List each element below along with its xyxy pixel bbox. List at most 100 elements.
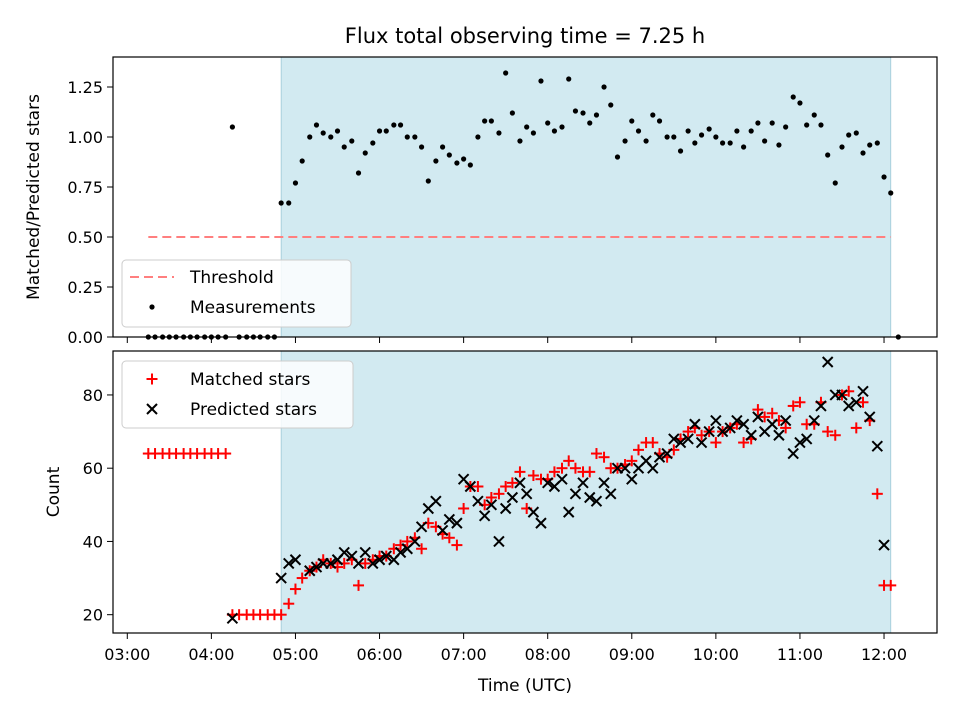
predicted-star-point — [584, 491, 596, 504]
measurement-point — [461, 156, 467, 162]
predicted-star-point — [682, 433, 694, 445]
measurement-point — [383, 128, 389, 134]
matched-star-point — [850, 422, 862, 434]
measurement-point — [622, 138, 628, 144]
predicted-star-point — [325, 557, 337, 570]
predicted-star-point — [794, 436, 806, 449]
matched-star-point — [556, 462, 568, 474]
x-tick-label: 09:00 — [609, 645, 655, 664]
matched-star-point — [353, 579, 365, 591]
matched-star-point — [822, 426, 834, 438]
x-tick-label: 10:00 — [693, 645, 739, 664]
predicted-star-point — [464, 480, 477, 493]
top-axes-frame — [112, 56, 938, 338]
predicted-star-point — [716, 425, 729, 438]
observing-window-shade — [280, 56, 892, 338]
matched-star-point — [527, 470, 539, 482]
matched-star-point — [787, 400, 799, 412]
measurement-point — [867, 142, 873, 148]
measurement-point — [804, 122, 810, 128]
measurement-point — [587, 120, 593, 126]
measurement-point — [832, 180, 838, 186]
x-tick-label: 05:00 — [272, 645, 318, 664]
measurement-point — [496, 130, 502, 136]
measurement-point — [656, 118, 663, 124]
matched-star-point — [283, 598, 295, 610]
measurement-point — [776, 142, 782, 148]
predicted-star-point — [737, 418, 750, 430]
x-tick-label: 03:00 — [104, 645, 150, 664]
predicted-star-point — [380, 550, 392, 562]
measurement-point — [530, 130, 537, 136]
predicted-star-point — [703, 425, 715, 438]
measurement-point — [741, 144, 747, 150]
measurement-point — [755, 120, 761, 126]
measurement-point — [551, 128, 558, 134]
predicted-star-point — [409, 535, 421, 548]
top-y-tick-label: 0.00 — [67, 328, 103, 347]
measurement-point — [572, 108, 579, 114]
bottom-y-tick-label: 40 — [83, 532, 103, 551]
predicted-star-point — [499, 502, 512, 515]
predicted-star-point — [541, 477, 554, 489]
predicted-star-point — [451, 517, 463, 529]
predicted-star-point — [619, 462, 631, 474]
measurement-point — [580, 110, 586, 116]
measurement-point — [593, 112, 600, 118]
top-y-tick-label: 1.25 — [67, 78, 103, 97]
predicted-star-point — [415, 521, 428, 533]
predicted-star-point — [779, 414, 792, 427]
matched-star-point — [296, 572, 308, 584]
matched-star-point — [759, 411, 771, 423]
measurement-point — [790, 94, 796, 100]
predicted-star-point — [815, 400, 827, 412]
matched-star-point — [885, 579, 897, 591]
measurement-point — [418, 144, 425, 150]
measurement-point — [825, 152, 831, 158]
measurement-point — [482, 118, 488, 124]
measurement-point — [559, 124, 565, 130]
matched-star-point — [633, 444, 645, 456]
x-tick-label: 04:00 — [188, 645, 234, 664]
measurement-point — [839, 144, 845, 150]
measurement-point — [433, 158, 439, 164]
bottom-y-tick-label: 80 — [83, 386, 103, 405]
bottom-y-tick-label: 20 — [83, 606, 103, 625]
predicted-star-point — [787, 447, 799, 460]
measurement-point — [538, 78, 544, 84]
predicted-star-point — [359, 546, 371, 559]
legend-matched-swatch — [146, 373, 158, 385]
predicted-star-point — [850, 396, 862, 408]
legend-frame — [121, 360, 354, 429]
top-y-tick-label: 0.75 — [67, 178, 103, 197]
observing-window-shade — [280, 350, 892, 634]
predicted-star-point — [590, 495, 603, 507]
matched-star-point — [829, 429, 841, 441]
measurement-point — [524, 124, 530, 130]
measurement-point — [488, 118, 494, 124]
measurement-point — [440, 144, 446, 150]
measurement-point — [313, 122, 320, 128]
matched-star-point — [584, 466, 596, 478]
predicted-star-point — [710, 414, 722, 427]
top-y-tick-label: 1.00 — [67, 128, 103, 147]
predicted-star-point — [626, 473, 638, 485]
predicted-star-point — [283, 557, 295, 570]
measurement-point — [467, 162, 473, 168]
measurement-point — [698, 132, 705, 138]
predicted-star-point — [367, 557, 379, 570]
predicted-star-point — [689, 418, 701, 430]
measurement-point — [328, 134, 334, 140]
bottom-axes-frame — [112, 350, 938, 634]
predicted-star-point — [836, 389, 848, 401]
measurement-point — [320, 130, 326, 136]
measurement-point — [762, 138, 768, 144]
matched-star-point — [275, 609, 287, 621]
matched-star-point — [443, 532, 455, 544]
predicted-star-point — [563, 506, 575, 518]
bottom-legend: Matched stars Predicted stars — [121, 360, 354, 429]
measurement-point — [376, 128, 383, 134]
predicted-star-point — [745, 429, 757, 441]
matched-star-point — [514, 466, 526, 478]
legend-matched-label: Matched stars — [190, 370, 310, 390]
